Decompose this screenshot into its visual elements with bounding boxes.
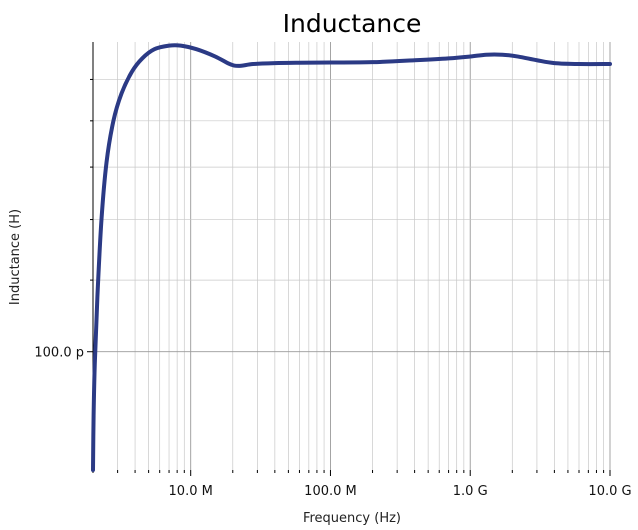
x-tick-label: 1.0 G bbox=[453, 484, 488, 499]
chart-title: Inductance bbox=[283, 9, 422, 38]
y-axis-label: Inductance (H) bbox=[8, 209, 23, 305]
y-tick-label: 100.0 p bbox=[34, 346, 84, 361]
x-axis-label: Frequency (Hz) bbox=[303, 511, 401, 526]
x-tick-label: 10.0 G bbox=[588, 484, 631, 499]
x-tick-label: 10.0 M bbox=[169, 484, 213, 499]
inductance-series-line bbox=[91, 43, 612, 472]
series bbox=[91, 43, 612, 472]
tick-labels: 10.0 M 100.0 M 1.0 G 10.0 G 100.0 p bbox=[34, 346, 631, 499]
grid bbox=[92, 42, 611, 470]
x-tick-label: 100.0 M bbox=[304, 484, 357, 499]
axes bbox=[87, 42, 611, 476]
